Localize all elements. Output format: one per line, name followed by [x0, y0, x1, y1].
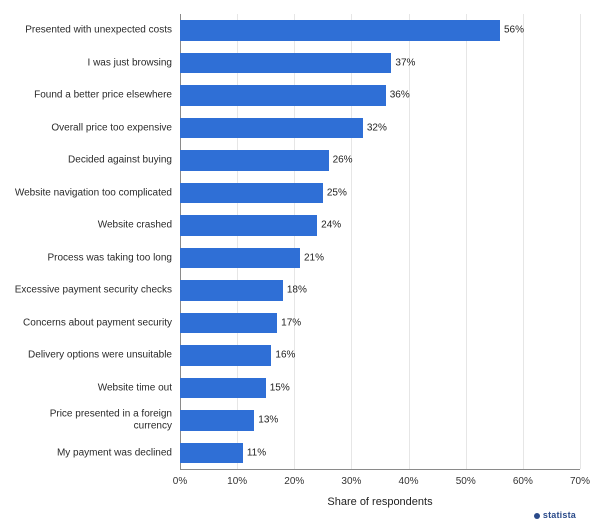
chart-row: Concerns about payment security17% — [180, 307, 580, 340]
brand-dot-icon — [534, 513, 540, 519]
chart-row: Delivery options were unsuitable16% — [180, 339, 580, 372]
bar-value-label: 18% — [287, 285, 307, 296]
category-label: Price presented in a foreign currency — [10, 409, 180, 432]
x-tick-mark — [237, 469, 238, 474]
category-label: Overall price too expensive — [10, 122, 180, 134]
brand-text: statista — [543, 510, 576, 520]
chart-row: Website navigation too complicated25% — [180, 177, 580, 210]
category-label: I was just browsing — [10, 57, 180, 69]
x-tick-mark — [351, 469, 352, 474]
bar-value-label: 17% — [281, 317, 301, 328]
x-tick-label: 0% — [173, 476, 187, 487]
x-tick: 20% — [284, 469, 304, 487]
bar-value-label: 25% — [327, 187, 347, 198]
bar — [180, 313, 277, 334]
category-label: Concerns about payment security — [10, 317, 180, 329]
x-tick-label: 10% — [227, 476, 247, 487]
x-axis-title: Share of respondents — [180, 496, 580, 508]
x-tick-label: 50% — [456, 476, 476, 487]
x-tick: 10% — [227, 469, 247, 487]
bar-value-label: 13% — [258, 415, 278, 426]
x-tick: 60% — [513, 469, 533, 487]
bar — [180, 280, 283, 301]
x-tick: 40% — [399, 469, 419, 487]
bar-value-label: 37% — [395, 57, 415, 68]
category-label: Website time out — [10, 382, 180, 394]
x-tick-mark — [465, 469, 466, 474]
category-label: Delivery options were unsuitable — [10, 350, 180, 362]
bar — [180, 150, 329, 171]
chart-row: My payment was declined11% — [180, 437, 580, 470]
bar-value-label: 21% — [304, 252, 324, 263]
x-tick: 70% — [570, 469, 590, 487]
x-tick-label: 70% — [570, 476, 590, 487]
bar-value-label: 56% — [504, 25, 524, 36]
bar — [180, 378, 266, 399]
bar — [180, 183, 323, 204]
bar-value-label: 26% — [333, 155, 353, 166]
chart-row: Website time out15% — [180, 372, 580, 405]
bar-value-label: 15% — [270, 382, 290, 393]
chart-row: Decided against buying26% — [180, 144, 580, 177]
x-tick-label: 60% — [513, 476, 533, 487]
chart-row: Presented with unexpected costs56% — [180, 14, 580, 47]
chart-row: Process was taking too long21% — [180, 242, 580, 275]
bar — [180, 443, 243, 464]
x-tick-mark — [522, 469, 523, 474]
chart-row: Excessive payment security checks18% — [180, 274, 580, 307]
chart-row: Overall price too expensive32% — [180, 112, 580, 145]
bar-value-label: 16% — [275, 350, 295, 361]
bar — [180, 20, 500, 41]
chart-row: Price presented in a foreign currency13% — [180, 404, 580, 437]
category-label: Decided against buying — [10, 155, 180, 167]
bar — [180, 215, 317, 236]
category-label: Website navigation too complicated — [10, 187, 180, 199]
x-tick-label: 30% — [341, 476, 361, 487]
bar-value-label: 24% — [321, 220, 341, 231]
x-tick: 50% — [456, 469, 476, 487]
category-label: Process was taking too long — [10, 252, 180, 264]
bar — [180, 53, 391, 74]
bar-value-label: 32% — [367, 122, 387, 133]
category-label: My payment was declined — [10, 447, 180, 459]
bar — [180, 410, 254, 431]
x-tick-label: 40% — [399, 476, 419, 487]
bar-value-label: 11% — [247, 447, 266, 458]
category-label: Presented with unexpected costs — [10, 25, 180, 37]
bar-value-label: 36% — [390, 90, 410, 101]
bar — [180, 345, 271, 366]
x-tick-mark — [408, 469, 409, 474]
gridline — [580, 14, 581, 469]
x-tick-mark — [579, 469, 580, 474]
x-tick-mark — [294, 469, 295, 474]
bar — [180, 118, 363, 139]
bar — [180, 248, 300, 269]
x-tick: 30% — [341, 469, 361, 487]
chart-container: 0% 10% 20% 30% 40% 50% 60% 70% Presented with un… — [0, 0, 600, 524]
x-tick-label: 20% — [284, 476, 304, 487]
category-label: Excessive payment security checks — [10, 285, 180, 297]
category-label: Found a better price elsewhere — [10, 90, 180, 102]
chart-row: Found a better price elsewhere36% — [180, 79, 580, 112]
x-tick-mark — [179, 469, 180, 474]
category-label: Website crashed — [10, 220, 180, 232]
bar — [180, 85, 386, 106]
plot-area: 0%10%20%30%40%50%60%70%Presented with un… — [180, 14, 580, 470]
x-tick: 0% — [173, 469, 187, 487]
chart-row: Website crashed24% — [180, 209, 580, 242]
chart-row: I was just browsing37% — [180, 47, 580, 80]
brand-logo: statista — [534, 510, 576, 520]
